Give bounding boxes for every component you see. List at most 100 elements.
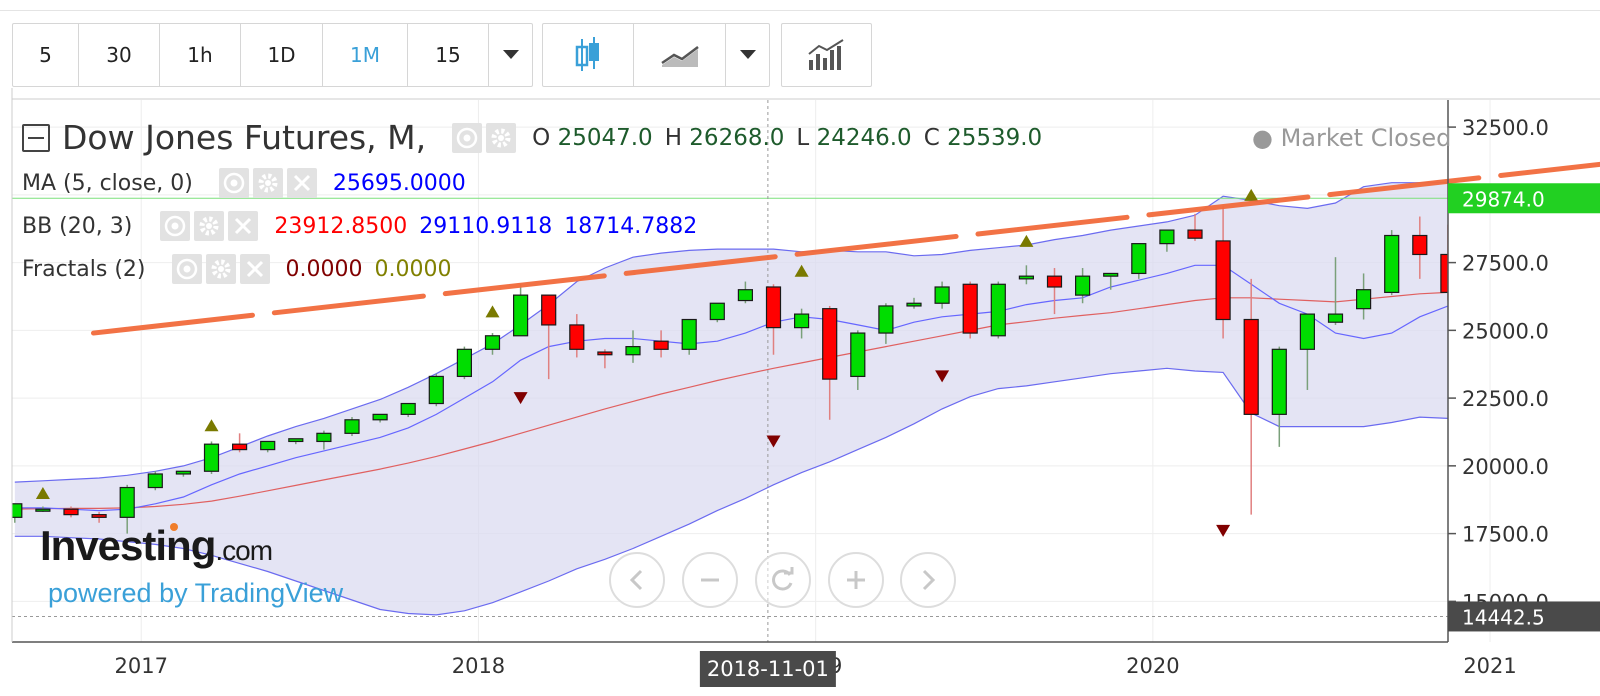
fractal-up-marker xyxy=(1244,188,1259,201)
scroll-right-button[interactable] xyxy=(900,552,956,608)
indicators-button[interactable] xyxy=(781,23,872,87)
ma-label: MA (5, close, 0) xyxy=(22,170,193,196)
reset-icon xyxy=(772,567,794,591)
candle-body xyxy=(12,503,23,518)
close-icon[interactable] xyxy=(228,211,259,241)
close-icon[interactable] xyxy=(239,254,270,284)
ohlc-high: H 26268.0 xyxy=(664,124,785,151)
y-tick-label: 32500.0 xyxy=(1462,116,1549,140)
candle-body xyxy=(990,283,1006,337)
bb-label: BB (20, 3) xyxy=(22,213,133,239)
candle-body xyxy=(765,286,782,329)
chevron-left-icon xyxy=(629,569,643,591)
crosshair-price-label: 14442.5 xyxy=(1462,605,1545,629)
candle-body xyxy=(1103,272,1119,277)
fractal-down-marker xyxy=(1216,524,1231,537)
candle-body xyxy=(1018,275,1035,280)
visibility-icon[interactable] xyxy=(160,211,191,241)
candle-body xyxy=(1355,289,1372,310)
candles xyxy=(12,205,1448,534)
zoom-in-button[interactable] xyxy=(828,552,884,608)
settings-icon[interactable] xyxy=(252,168,283,198)
x-tick-label: 2021 xyxy=(1463,654,1516,678)
zoom-out-button[interactable] xyxy=(682,552,738,608)
ohlc-low: L 24246.0 xyxy=(796,124,912,151)
candle-body xyxy=(1074,275,1091,296)
timeframe-5-button[interactable]: 5 xyxy=(13,24,79,86)
collapse-icon[interactable] xyxy=(22,123,50,152)
symbol-title: Dow Jones Futures, M, xyxy=(62,118,427,157)
settings-icon[interactable] xyxy=(205,254,236,284)
candle-body xyxy=(428,375,444,405)
ohlc-close: C 25539.0 xyxy=(923,124,1043,151)
candle-body xyxy=(63,508,79,516)
timeframe-1h-button[interactable]: 1h xyxy=(160,24,241,86)
legend-bb: BB (20, 3) 23912.8500 29110.9118 18714.7… xyxy=(22,211,697,241)
candle-body xyxy=(1243,318,1259,415)
settings-icon[interactable] xyxy=(486,122,517,153)
candle-body xyxy=(456,348,472,378)
indicators-icon xyxy=(807,39,844,70)
chart-type-dropdown-button[interactable] xyxy=(726,24,769,86)
candle-body xyxy=(203,443,220,472)
fractal-down-marker xyxy=(513,392,528,405)
reset-button[interactable] xyxy=(755,552,811,608)
candle-body xyxy=(541,294,557,326)
candle-body xyxy=(35,508,51,512)
y-tick-label: 17500.0 xyxy=(1462,523,1549,547)
line-chart-button[interactable] xyxy=(634,24,726,86)
candle-body xyxy=(569,324,585,350)
candle-body xyxy=(344,419,360,434)
candle-body xyxy=(1299,313,1316,350)
top-divider xyxy=(0,10,1600,11)
last-price-label-bg xyxy=(1448,183,1600,214)
bb-lower-value: 18714.7882 xyxy=(564,213,698,239)
timeframe-dropdown-button[interactable] xyxy=(489,24,532,86)
candle-body xyxy=(232,443,248,451)
candle-body xyxy=(962,283,978,334)
candlestick-button[interactable] xyxy=(543,24,634,86)
candle-body xyxy=(175,470,191,475)
x-tick-label: 2020 xyxy=(1126,654,1179,678)
candle-body xyxy=(1412,234,1428,256)
candle-body xyxy=(288,438,304,443)
bb-basis-value: 23912.8500 xyxy=(274,213,408,239)
legend-fractals: Fractals (2) 0.0000 0.0000 xyxy=(22,254,451,284)
timeframe-1d-button[interactable]: 1D xyxy=(241,24,323,86)
visibility-icon[interactable] xyxy=(452,122,483,153)
candle-body xyxy=(484,335,501,350)
fractal-down-marker xyxy=(766,435,781,448)
ma-line xyxy=(14,264,1448,512)
scroll-left-button[interactable] xyxy=(609,552,665,608)
y-tick-label: 20000.0 xyxy=(1462,455,1549,479)
visibility-icon[interactable] xyxy=(171,254,202,284)
candle-body xyxy=(934,286,950,304)
timeframe-30-button[interactable]: 30 xyxy=(79,24,160,86)
candle-body xyxy=(1046,275,1063,288)
candle-body xyxy=(1327,313,1344,323)
visibility-icon[interactable] xyxy=(218,168,249,198)
fractals-value-1: 0.0000 xyxy=(285,256,363,282)
candle-body xyxy=(1131,243,1147,275)
bb-upper-line xyxy=(14,181,1448,483)
last-price-label: 29874.0 xyxy=(1462,187,1545,211)
candle-body xyxy=(1384,234,1400,294)
y-tick-label: 22500.0 xyxy=(1462,387,1549,411)
fractal-up-marker xyxy=(35,486,50,499)
close-icon[interactable] xyxy=(286,168,317,198)
settings-icon[interactable] xyxy=(194,211,225,241)
chart-type-group xyxy=(542,23,770,87)
candle-body xyxy=(372,413,388,421)
candle-body xyxy=(119,486,135,518)
logo-dot xyxy=(170,523,178,531)
timeframe-1m-button[interactable]: 1M xyxy=(323,24,408,86)
candle-body xyxy=(260,440,276,451)
candle-body xyxy=(625,346,641,356)
timeframe-15-button[interactable]: 15 xyxy=(408,24,489,86)
zoom-in-icon xyxy=(847,571,865,589)
bb-basis-line xyxy=(14,291,1448,510)
ohlc-open: O 25047.0 xyxy=(532,124,653,151)
powered-by-tradingview[interactable]: powered by TradingView xyxy=(48,578,344,608)
candle-body xyxy=(878,305,894,334)
